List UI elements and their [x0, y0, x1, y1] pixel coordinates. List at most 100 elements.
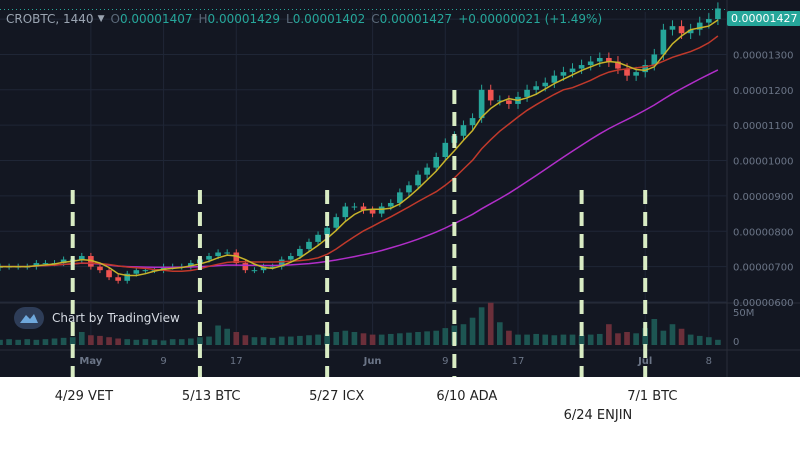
volume-bar — [297, 335, 303, 345]
candle-body — [224, 252, 231, 254]
volume-bar — [642, 328, 649, 345]
volume-bar — [215, 325, 221, 345]
volume-bar — [242, 335, 249, 345]
candle-body — [242, 263, 249, 271]
candle-body — [442, 142, 449, 157]
volume-bar — [587, 334, 594, 345]
y-tick-label: 0.00001000 — [733, 157, 793, 168]
volume-bar — [269, 337, 276, 345]
candle-body — [297, 248, 303, 257]
x-tick-label: Jul — [637, 356, 652, 367]
volume-bar — [142, 339, 149, 345]
annotation-label: 5/13 BTC — [181, 389, 241, 404]
y-tick-label: 0.00000600 — [733, 298, 793, 309]
volume-bar — [0, 339, 3, 345]
candle-body — [369, 210, 376, 214]
candle-body — [133, 270, 140, 274]
volume-bar — [596, 333, 603, 345]
candle-body — [524, 89, 530, 97]
candle-body — [333, 217, 340, 228]
volume-bar — [433, 330, 440, 345]
volume-bar — [88, 335, 94, 345]
candle-body — [351, 206, 358, 208]
volume-bar — [369, 334, 376, 345]
volume-bar — [51, 338, 58, 345]
volume-bar — [615, 333, 621, 345]
y-tick-label: 0.00001300 — [733, 50, 793, 61]
volume-bar — [315, 334, 321, 345]
volume-bar — [487, 302, 494, 345]
ma-fast-line — [0, 19, 719, 277]
volume-bar — [533, 333, 539, 345]
candle-body — [387, 202, 394, 207]
candle-body — [624, 68, 630, 76]
annotation-label: 4/29 VET — [54, 389, 114, 404]
ohlc-header: CROBTC, 1440 ▼ O0.00001407 H0.00001429 L… — [0, 0, 602, 38]
chevron-down-icon: ▼ — [97, 14, 105, 24]
volume-bar — [333, 332, 340, 345]
volume-bar — [696, 335, 703, 345]
volume-bar — [542, 334, 549, 345]
ma-mid-line — [0, 35, 719, 272]
candle-body — [596, 57, 603, 62]
candle-body — [233, 252, 240, 264]
volume-bar — [424, 331, 430, 345]
high-value: 0.00001429 — [207, 12, 281, 26]
volume-bar — [660, 330, 667, 345]
volume-bar — [151, 339, 158, 345]
candle-body — [206, 256, 212, 260]
volume-bar — [97, 335, 103, 345]
candle-body — [496, 100, 503, 102]
y-tick-label: 0.00000800 — [733, 227, 793, 238]
volume-bar — [178, 339, 185, 345]
volume-bar — [106, 337, 112, 345]
open-value: 0.00001407 — [119, 12, 193, 26]
candle-body — [660, 29, 667, 55]
volume-bar — [669, 324, 676, 345]
candle-body — [606, 57, 612, 62]
y-tick-label: 0.00000700 — [733, 263, 793, 274]
volume-bar — [551, 335, 558, 345]
candle-body — [551, 75, 558, 83]
candle-body — [578, 65, 585, 69]
candle-body — [260, 266, 267, 271]
candle-body — [696, 22, 703, 30]
candle-body — [306, 241, 312, 249]
candle-body — [487, 89, 494, 101]
volume-bar — [33, 339, 40, 345]
annotation-label: 5/27 ICX — [309, 389, 365, 404]
candle-body — [406, 185, 412, 193]
y-tick-label: 0.00001100 — [733, 121, 793, 132]
x-tick-label: 17 — [512, 356, 525, 367]
candle-body — [669, 26, 676, 30]
volume-bar — [651, 319, 658, 345]
volume-bar — [124, 339, 131, 345]
candle-body — [115, 277, 121, 281]
chart-canvas[interactable]: 0.00000600 0.00000700 0.00000800 0.00000900… — [0, 0, 800, 377]
candle-body — [533, 86, 539, 90]
tradingview-watermark[interactable]: Chart by TradingView — [14, 307, 180, 329]
candle-body — [287, 256, 294, 260]
candle-body — [651, 54, 658, 66]
candle-body — [342, 206, 349, 218]
volume-bar — [506, 330, 512, 345]
close-value: 0.00001427 — [379, 12, 453, 26]
close-label: C — [371, 12, 380, 26]
volume-bar — [397, 333, 403, 345]
volume-bar — [415, 332, 421, 345]
volume-bar — [260, 337, 267, 345]
candle-body — [587, 61, 594, 66]
volume-bar — [469, 317, 476, 345]
volume-bar — [133, 339, 140, 345]
volume-axis-label: 50M — [733, 308, 754, 319]
volume-bar — [188, 338, 194, 345]
volume-bar — [15, 339, 21, 345]
candle-body — [251, 270, 258, 272]
y-tick-label: 0.00001200 — [733, 86, 793, 97]
candle-body — [124, 273, 131, 281]
volume-bar — [515, 334, 521, 345]
candle-body — [615, 61, 621, 69]
volume-bar — [224, 328, 231, 345]
symbol-selector[interactable]: CROBTC, 1440 ▼ — [6, 12, 105, 26]
candle-body — [88, 256, 94, 267]
